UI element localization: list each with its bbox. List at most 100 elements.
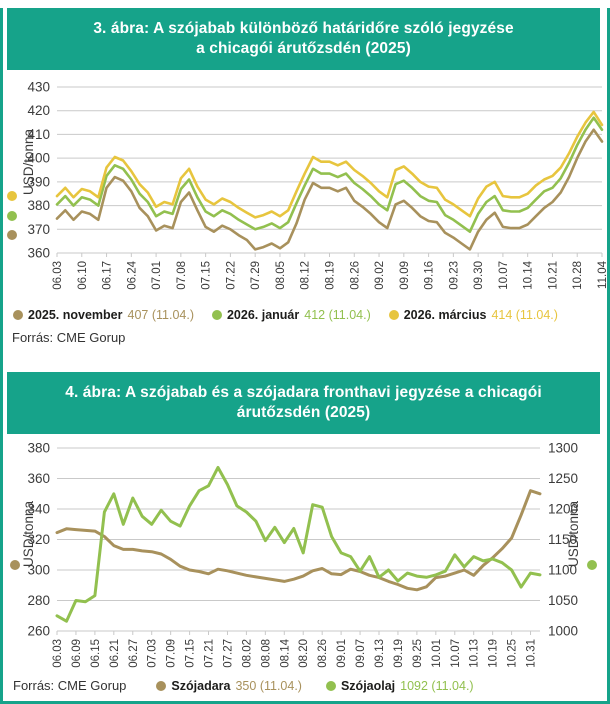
chart1-title-bar: 3. ábra: A szójabab különböző határidőre…: [7, 8, 600, 70]
x-tick-label: 10.31: [526, 639, 538, 668]
januar-series-dot-icon: [211, 310, 222, 320]
y-tick-label: 360: [27, 471, 50, 486]
x-tick-label: 08.14: [279, 638, 291, 667]
chart1-source: Forrás: CME Gorup: [12, 330, 126, 345]
y-axis-label: USD/tonna: [21, 500, 36, 567]
x-tick-label: 07.08: [176, 261, 188, 290]
x-tick-label: 09.19: [393, 639, 405, 668]
chart2-title-bar: 4. ábra: A szójabab és a szójadara front…: [7, 372, 600, 434]
x-tick-label: 07.03: [147, 639, 159, 668]
x-tick-label: 06.24: [126, 260, 138, 289]
axis-dot-szojadara-icon: [10, 560, 20, 570]
y-tick-label: 390: [27, 174, 50, 189]
y-tick-label: 360: [27, 246, 50, 261]
y2-tick-label: 1050: [548, 593, 578, 608]
y2-tick-label: 1000: [548, 624, 578, 639]
szojadara-series-dot-icon: [156, 680, 167, 691]
y2-axis-label: USD/tonna: [566, 500, 581, 567]
x-tick-label: 10.07: [498, 261, 510, 290]
x-tick-label: 06.15: [90, 639, 102, 668]
x-tick-label: 07.22: [225, 261, 237, 290]
x-tick-label: 09.13: [374, 639, 386, 668]
x-tick-label: 09.01: [336, 639, 348, 668]
axis-dot-november-icon: [7, 230, 17, 240]
y2-tick-label: 1300: [548, 441, 578, 456]
legend-value: 1092 (11.04.): [400, 678, 474, 693]
x-tick-label: 09.16: [424, 261, 436, 290]
legend-item-november: 2025. november 407 (11.04.): [13, 308, 194, 322]
chart2-source: Forrás: CME Gorup: [13, 678, 127, 693]
x-tick-label: 09.30: [473, 261, 485, 290]
chart1-plot: 360 370 380 390 400 410 420 430 06.03 06.10 06.17 0…: [7, 80, 609, 290]
x-tick-label: 06.10: [77, 261, 89, 290]
y-tick-label: 380: [27, 198, 50, 213]
x-tick-label: 08.02: [241, 639, 253, 668]
x-tick-label: 08.26: [349, 261, 361, 290]
legend-item-szojaolaj: Szójaolaj 1092 (11.04.): [325, 678, 474, 693]
x-tick-label: 09.02: [374, 261, 386, 290]
series-line-2026-janu-r: [55, 116, 604, 233]
chart1-legend: 2025. november 407 (11.04.) 2026. január…: [13, 308, 604, 322]
legend-value: 350 (11.04.): [235, 678, 302, 693]
x-tick-label: 07.15: [185, 639, 197, 668]
chart2-title-line2: árutőzsdén (2025): [236, 404, 371, 421]
november-series-dot-icon: [13, 310, 23, 320]
y2-tick-label: 1100: [548, 563, 577, 578]
x-tick-label: 09.09: [399, 261, 411, 290]
x-tick-label: 10.14: [523, 260, 535, 289]
x-tick-label: 11.04: [597, 260, 609, 289]
y2-tick-label: 1150: [548, 532, 577, 547]
x-tick-label: 08.20: [298, 639, 310, 668]
chart1-title-line2: a chicagói árutőzsdén (2025): [196, 40, 411, 57]
legend-label: Szójadara: [171, 678, 231, 693]
y-axis-label: USD/tonna: [21, 128, 36, 195]
marcius-series-dot-icon: [388, 310, 399, 320]
chart2-footer-row: Forrás: CME Gorup Szójadara 350 (11.04.)…: [13, 678, 604, 693]
series-line-sz-jaolaj: [55, 466, 542, 623]
legend-label: 2025. november: [28, 308, 123, 322]
y-tick-label: 320: [27, 532, 50, 547]
y2-tick-label: 1250: [548, 471, 578, 486]
axis-dot-januar-icon: [7, 211, 17, 221]
legend-item-szojadara: Szójadara 350 (11.04.): [156, 679, 302, 693]
x-tick-label: 06.09: [71, 639, 83, 668]
y-tick-label: 370: [27, 222, 50, 237]
x-tick-label: 07.29: [250, 261, 262, 290]
axis-dot-marcius-icon: [7, 191, 17, 201]
x-tick-label: 08.26: [317, 639, 329, 668]
x-tick-label: 07.09: [166, 639, 178, 668]
legend-value: 414 (11.04.): [491, 308, 558, 322]
szojaolaj-series-dot-icon: [325, 680, 336, 691]
legend-item-januar: 2026. január 412 (11.04.): [211, 308, 371, 322]
y-tick-label: 260: [27, 624, 50, 639]
x-tick-label: 06.03: [52, 639, 64, 668]
y-tick-label: 340: [27, 502, 50, 517]
x-tick-label: 06.17: [102, 261, 114, 290]
chart1-title-line1: 3. ábra: A szójabab különböző határidőre…: [93, 20, 514, 37]
x-tick-label: 10.21: [547, 261, 559, 290]
x-tick-label: 09.25: [412, 639, 424, 668]
x-tick-label: 06.03: [52, 261, 64, 290]
x-tick-label: 07.15: [201, 261, 213, 290]
x-tick-label: 07.27: [222, 639, 234, 668]
series-line-2026-m-rcius: [55, 110, 604, 219]
series-line-sz-jadara: [55, 489, 542, 592]
legend-label: 2026. március: [403, 308, 487, 322]
x-tick-label: 08.05: [275, 261, 287, 290]
legend-value: 412 (11.04.): [304, 308, 371, 322]
x-tick-label: 06.21: [109, 639, 121, 668]
legend-value: 407 (11.04.): [127, 308, 194, 322]
x-tick-label: 07.01: [151, 261, 163, 290]
chart2-title-line1: 4. ábra: A szójabab és a szójadara front…: [65, 384, 542, 401]
x-tick-label: 10.01: [431, 639, 443, 668]
y-tick-label: 280: [27, 593, 50, 608]
y-tick-label: 420: [27, 103, 50, 118]
x-tick-label: 10.13: [469, 639, 481, 668]
series-line-2025-november: [55, 128, 604, 251]
y-tick-label: 400: [27, 151, 50, 166]
x-tick-label: 10.25: [507, 639, 519, 668]
x-tick-label: 09.23: [448, 261, 460, 290]
y-tick-label: 380: [27, 441, 50, 456]
x-tick-label: 10.28: [572, 261, 584, 290]
y2-tick-label: 1200: [548, 502, 578, 517]
